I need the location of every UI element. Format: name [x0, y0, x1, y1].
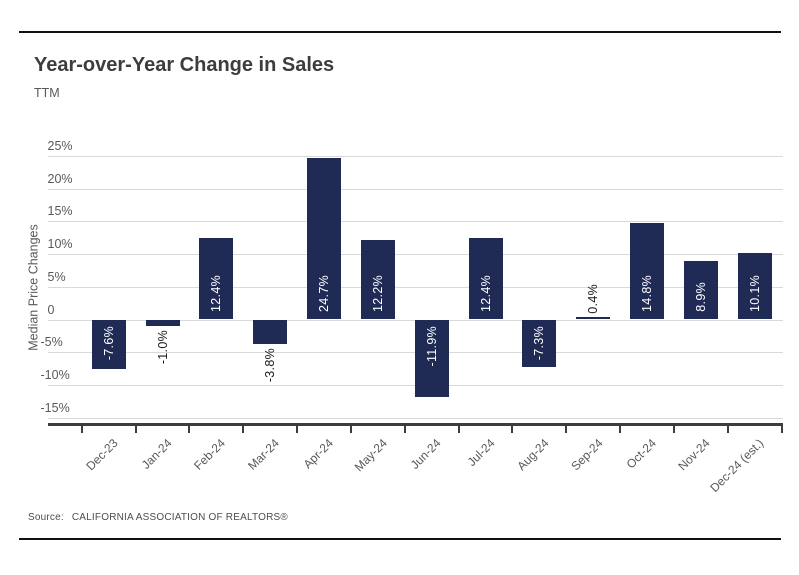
gridline [48, 155, 783, 157]
bar [737, 253, 772, 320]
x-axis-line [48, 423, 783, 426]
y-tick-label: 25% [47, 138, 73, 153]
bar-value-label: 10.1% [747, 274, 762, 312]
y-tick-label: -10% [40, 367, 70, 382]
bar [199, 238, 234, 320]
x-tick-label: Aug-24 [513, 436, 552, 474]
gridline [48, 286, 783, 288]
bar-value-label: -7.3% [532, 325, 547, 360]
y-tick-label: 20% [47, 171, 73, 186]
x-tick-label: Mar-24 [245, 436, 283, 473]
y-tick-label: -5% [40, 335, 63, 350]
x-tick-label: Apr-24 [300, 436, 336, 472]
x-tick-mark [511, 426, 514, 433]
bar [414, 319, 449, 398]
bar [576, 316, 611, 320]
gridline [48, 417, 783, 419]
y-tick-label: 10% [47, 237, 73, 252]
bar [145, 319, 180, 326]
x-tick-mark [672, 426, 675, 433]
x-tick-mark [296, 426, 299, 433]
bar [683, 261, 718, 320]
y-tick-label: 15% [47, 204, 73, 219]
bar [307, 157, 341, 320]
source-text: CALIFORNIA ASSOCIATION OF REALTORS® [71, 512, 288, 523]
x-tick-mark [80, 426, 83, 433]
bar-value-label: 12.4% [209, 274, 224, 312]
x-tick-mark [134, 426, 137, 433]
bottom-divider [19, 538, 781, 540]
x-tick-label: Dec-23 [83, 436, 121, 474]
chart-subtitle: TTM [34, 86, 60, 100]
x-tick-mark [780, 426, 783, 433]
x-tick-label: Nov-24 [675, 436, 713, 474]
x-tick-mark [349, 426, 352, 433]
bar-value-label: 12.2% [370, 274, 385, 312]
bar-value-label: 24.7% [317, 274, 331, 312]
bar-value-label: -11.9% [424, 325, 439, 366]
source-line: Source: CALIFORNIA ASSOCIATION OF REALTOR… [28, 512, 288, 523]
source-label: Source: [28, 512, 64, 523]
bar [522, 319, 557, 368]
bar-value-label: -3.8% [263, 348, 278, 383]
x-tick-mark [188, 426, 191, 433]
x-tick-label: Jul-24 [464, 436, 498, 470]
bar [360, 239, 395, 320]
bar [91, 319, 126, 370]
x-tick-mark [242, 426, 245, 433]
gridline [48, 221, 783, 223]
x-tick-label: May-24 [351, 436, 390, 475]
bar-value-label: 8.9% [693, 281, 708, 312]
gridline [48, 188, 783, 190]
x-tick-mark [565, 426, 568, 433]
y-tick-label: 5% [47, 269, 66, 284]
bar-value-label: 0.4% [586, 284, 601, 314]
x-tick-label: Oct-24 [623, 436, 659, 472]
x-tick-mark [619, 426, 622, 433]
bar-value-label: -7.6% [101, 325, 116, 360]
bar-value-label: 12.4% [478, 274, 493, 312]
top-divider [19, 31, 781, 33]
x-tick-label: Dec-24 (est.) [707, 436, 767, 495]
y-tick-label: -15% [40, 400, 70, 415]
bar [253, 319, 288, 345]
bar-value-label: -1.0% [155, 330, 170, 365]
gridline [48, 254, 783, 256]
y-tick-label: 0 [47, 302, 55, 317]
x-tick-label: Feb-24 [191, 436, 229, 473]
x-tick-label: Jan-24 [138, 436, 175, 472]
x-tick-mark [403, 426, 406, 433]
y-axis-title: Median Price Changes [26, 224, 41, 351]
x-tick-label: Sep-24 [567, 436, 606, 474]
chart-title: Year-over-Year Change in Sales [34, 54, 335, 76]
bar-value-label: 14.8% [640, 274, 654, 312]
x-tick-mark [726, 426, 729, 433]
x-tick-label: Jun-24 [407, 436, 444, 472]
bar [468, 238, 503, 320]
bar [630, 222, 664, 320]
x-tick-mark [457, 426, 460, 433]
